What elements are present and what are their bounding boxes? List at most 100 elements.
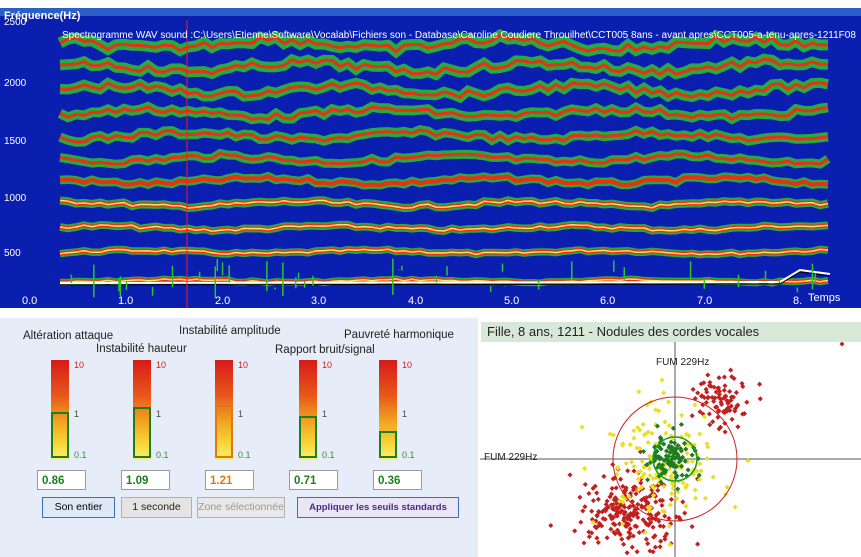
x-tick-0: 0.0: [22, 295, 38, 307]
zone-selectionnee-button[interactable]: Zone sélectionnée: [197, 497, 285, 518]
noise-spikes: [70, 258, 816, 299]
y-axis-title: Fréquence(Hz): [4, 10, 81, 22]
scatter-point: [663, 448, 670, 454]
gauge-level: [299, 416, 317, 458]
gauge-bruit: 10 1 0.1: [292, 358, 352, 462]
scatter-point: [619, 493, 626, 500]
scatter-point: [635, 501, 641, 507]
scatter-point: [667, 502, 673, 508]
x-tick-1: 1.0: [118, 295, 134, 307]
scatter-point: [675, 489, 681, 495]
y-tick-2000: 2000: [4, 78, 27, 89]
scatter-point: [577, 494, 583, 500]
scatter-point: [623, 495, 629, 502]
inner-threshold-circle: [652, 436, 698, 482]
scatter-point: [595, 539, 601, 546]
scatter-point: [657, 523, 663, 529]
scatter-point: [679, 412, 685, 418]
gauge-level: [379, 431, 397, 458]
scatter-point: [645, 501, 651, 507]
spectrogram[interactable]: [0, 8, 861, 308]
gauge-scale-top: 10: [402, 360, 413, 370]
harmonic-peak: [59, 248, 829, 256]
scatter-plot: [480, 322, 861, 557]
scatter-point: [635, 476, 642, 482]
scatter-point: [692, 495, 699, 501]
scatter-point: [697, 409, 703, 415]
scatter-point: [650, 476, 656, 482]
harmonic-band: [59, 174, 829, 188]
gauge-scale-mid: 1: [74, 409, 80, 419]
scatter-point: [666, 523, 673, 529]
scatter-point: [647, 548, 653, 554]
scatter-point: [659, 377, 665, 383]
harmonic-band: [59, 57, 829, 77]
scatter-point: [665, 399, 672, 405]
scatter-point: [626, 493, 632, 500]
gauge-scale-top: 10: [322, 360, 333, 370]
scatter-point: [586, 529, 592, 535]
scatter-point: [704, 455, 710, 462]
gauge-scale-bottom: 0.1: [74, 450, 87, 460]
scatter-point: [668, 496, 674, 502]
y-tick-1500: 1500: [4, 136, 27, 147]
scatter-point: [548, 522, 554, 529]
scatter-point: [632, 507, 638, 513]
scatter-point: [705, 444, 711, 450]
scatter-point: [654, 448, 660, 454]
scatter-point: [647, 472, 653, 479]
value-instabilite-hauteur: 1.09: [121, 470, 170, 490]
scatter-point: [582, 504, 588, 510]
gauge-scale-top: 10: [238, 360, 249, 370]
scatter-point: [724, 484, 730, 490]
y-tick-500: 500: [4, 248, 21, 259]
scatter-point: [636, 529, 642, 536]
y-tick-2500: 2500: [4, 17, 27, 28]
scatter-point: [642, 529, 649, 535]
scatter-point: [620, 499, 626, 505]
scatter-point: [697, 476, 703, 483]
scatter-point: [652, 533, 658, 539]
gauge-scale-mid: 1: [402, 409, 408, 419]
scatter-point: [608, 491, 615, 497]
harmonic-band: [59, 33, 829, 54]
scatter-point: [618, 476, 624, 482]
scatter-point: [682, 458, 688, 464]
scatter-title: Fille, 8 ans, 1211 - Nodules des cordes …: [481, 322, 861, 342]
scatter-point: [722, 383, 728, 389]
appliquer-seuils-button[interactable]: Appliquer les seuils standards: [297, 497, 459, 518]
scatter-point: [646, 516, 652, 522]
value-rapport-bruit-signal: 0.71: [289, 470, 338, 490]
scatter-point: [729, 416, 735, 422]
spectrogram-header-strip: [0, 8, 861, 16]
gauge-hauteur: 10 1 0.1: [126, 358, 186, 462]
gauge-scale-mid: 1: [322, 409, 328, 419]
scatter-point: [614, 527, 621, 533]
scatter-point: [721, 387, 727, 393]
scatter-point: [656, 456, 663, 462]
scatter-point: [716, 394, 722, 400]
gauge-scale-bottom: 0.1: [156, 450, 169, 460]
scatter-point: [683, 484, 689, 491]
scatter-point: [670, 485, 676, 491]
gauge-bar: [51, 360, 69, 460]
y-axis-label: FUM 229Hz: [656, 357, 710, 368]
label-pauvrete-harmonique: Pauvreté harmonique: [344, 329, 454, 341]
gauge-scale-top: 10: [156, 360, 167, 370]
gauge-bar: [299, 360, 317, 460]
harmonic-band: [59, 128, 829, 144]
scatter-point: [644, 462, 650, 468]
harmonic-peak: [59, 223, 829, 232]
y-tick-1000: 1000: [4, 193, 27, 204]
gauge-attaque: 10 1 0.1: [44, 358, 104, 462]
scatter-point: [625, 468, 631, 474]
scatter-point: [590, 485, 596, 491]
scatter-point: [633, 491, 639, 497]
scatter-point: [632, 523, 638, 529]
gauge-bar: [379, 360, 397, 460]
value-alteration-attaque: 0.86: [37, 470, 86, 490]
gauge-bar: [133, 360, 151, 460]
une-seconde-button[interactable]: 1 seconde: [121, 497, 192, 518]
scatter-point: [662, 419, 668, 425]
son-entier-button[interactable]: Son entier: [42, 497, 115, 518]
